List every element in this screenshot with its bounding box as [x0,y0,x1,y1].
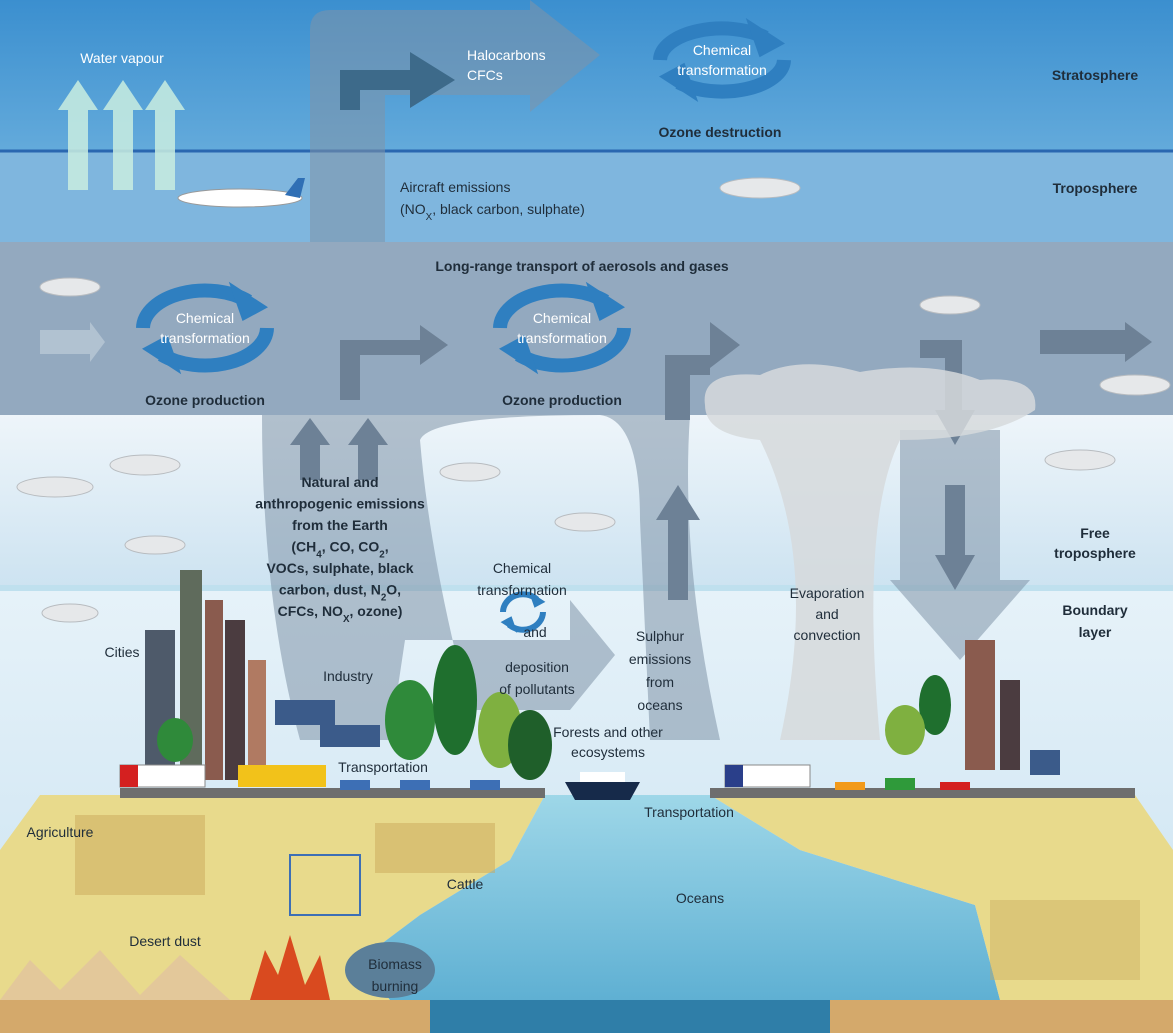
label: layer [1079,624,1112,640]
convection-cloud [704,364,1036,740]
label-part: , ozone) [350,603,403,619]
label: ecosystems [571,744,645,760]
transport-arrows [40,0,1030,740]
label: transformation [677,62,766,78]
label: (NOX, black carbon, sulphate) [400,201,585,223]
cycle-arc [158,327,274,373]
label: CFCs, NOX, ozone) [278,603,403,625]
cycle-arc [136,283,252,329]
label-part: (NO [400,201,426,217]
label: Ozone destruction [659,124,782,140]
label: Natural and [301,474,378,490]
subscript: X [426,212,433,223]
label: anthropogenic emissions [255,496,425,512]
label: Halocarbons [467,47,546,63]
trees [157,645,951,780]
label-part: (CH [291,539,316,555]
label: Transportation [644,804,734,820]
cycle-head [528,591,546,608]
label: Cattle [447,876,484,892]
label: Chemical [176,310,234,326]
label: transformation [517,330,606,346]
label: troposphere [1054,545,1136,561]
label: Oceans [676,890,724,906]
dark-arrows [290,52,1152,600]
label: Boundary [1062,602,1128,618]
label-part: , CO, CO [322,539,380,555]
land [0,788,1173,1033]
label: deposition [505,659,569,675]
subscript: 4 [316,549,322,560]
label: Evaporation [790,585,865,601]
label: Desert dust [129,933,201,949]
cycle-arc [515,327,631,373]
water-vapour-arrows [58,80,185,190]
label: Sulphur [636,628,685,644]
cycle-arc [675,59,791,99]
subscript: 2 [379,549,385,560]
label: convection [794,627,861,643]
label-part: O, [386,582,401,598]
cycle-arc [493,283,609,329]
label: Cities [104,644,139,660]
cycle-head [585,281,625,321]
subscript: 2 [381,592,387,603]
label: Chemical [693,42,751,58]
label: Agriculture [27,824,94,840]
label: and [815,606,838,622]
subscript: X [343,614,350,625]
label: Aircraft emissions [400,179,510,195]
label-part: , [385,539,389,555]
label: Stratosphere [1052,67,1139,83]
cycle-arc [653,21,769,61]
label: (CH4, CO, CO2, [291,539,388,561]
cycle-head [142,335,182,375]
label: Ozone production [145,392,265,408]
label: transformation [160,330,249,346]
label: Troposphere [1053,180,1138,196]
label: Transportation [338,759,428,775]
cycle-head [745,18,785,58]
cycle-arrows [136,18,791,633]
label: Industry [323,668,373,684]
label: Long-range transport of aerosols and gas… [435,258,728,274]
label-part: carbon, dust, N [279,582,381,598]
label: from the Earth [292,517,388,533]
clouds [16,177,1171,623]
label: VOCs, sulphate, black [266,560,413,576]
label: oceans [637,697,682,713]
labels: Water vapour Halocarbons CFCs Chemical trans… [27,42,1139,994]
label: of pollutants [499,681,575,697]
label-part: CFCs, NO [278,603,343,619]
cycle-head [500,616,518,633]
label: CFCs [467,67,503,83]
vehicles [119,178,970,800]
label: Ozone production [502,392,622,408]
label: Forests and other [553,724,663,740]
label-part: , black carbon, sulphate) [432,201,585,217]
label: Chemical [533,310,591,326]
label: burning [372,978,419,994]
label: Biomass [368,956,422,972]
label: Water vapour [80,50,164,66]
label: emissions [629,651,691,667]
label: Free [1080,525,1110,541]
label: and [523,624,546,640]
cycle-head [228,281,268,321]
label: carbon, dust, N2O, [279,582,401,604]
label: Chemical [493,560,551,576]
cycle-head [659,62,699,102]
label: from [646,674,674,690]
cycle-head [499,335,539,375]
label: transformation [477,582,566,598]
